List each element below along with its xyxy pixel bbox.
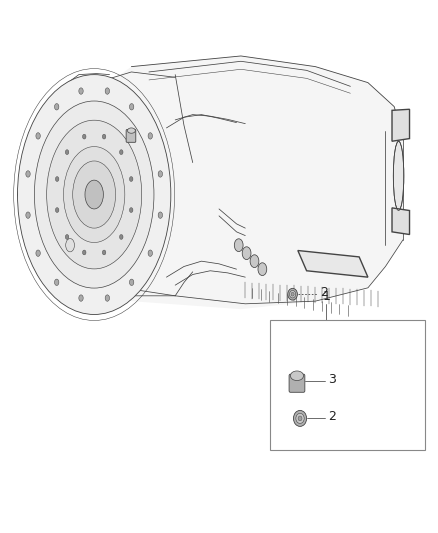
Ellipse shape [130, 176, 133, 181]
Ellipse shape [148, 250, 152, 256]
FancyBboxPatch shape [289, 374, 305, 392]
Ellipse shape [130, 208, 133, 213]
Ellipse shape [65, 235, 69, 239]
Ellipse shape [130, 103, 134, 110]
Bar [270, 320, 425, 450]
Text: 1: 1 [322, 290, 330, 303]
Text: 3: 3 [102, 128, 110, 141]
Ellipse shape [234, 239, 243, 252]
Polygon shape [392, 208, 410, 235]
Ellipse shape [26, 171, 30, 177]
Ellipse shape [158, 212, 162, 219]
Polygon shape [392, 109, 410, 141]
Ellipse shape [73, 161, 116, 228]
Ellipse shape [64, 147, 125, 243]
Ellipse shape [120, 150, 123, 155]
FancyBboxPatch shape [126, 130, 136, 142]
Ellipse shape [290, 290, 296, 298]
Ellipse shape [79, 88, 83, 94]
Ellipse shape [298, 416, 302, 421]
Ellipse shape [18, 75, 171, 314]
Ellipse shape [102, 134, 106, 139]
Ellipse shape [54, 103, 59, 110]
Ellipse shape [105, 295, 110, 301]
Ellipse shape [36, 250, 40, 256]
Ellipse shape [54, 279, 59, 286]
Polygon shape [44, 56, 403, 309]
Ellipse shape [158, 171, 162, 177]
Ellipse shape [291, 292, 294, 296]
Ellipse shape [130, 279, 134, 286]
Ellipse shape [82, 134, 86, 139]
Ellipse shape [35, 101, 154, 288]
Ellipse shape [296, 414, 304, 423]
Ellipse shape [85, 180, 103, 209]
Ellipse shape [55, 208, 59, 213]
Ellipse shape [288, 288, 297, 300]
Ellipse shape [242, 247, 251, 260]
Ellipse shape [105, 88, 110, 94]
Ellipse shape [36, 133, 40, 139]
Ellipse shape [290, 371, 304, 381]
Text: 2: 2 [320, 286, 328, 299]
Ellipse shape [102, 250, 106, 255]
Text: 3: 3 [328, 373, 336, 386]
Ellipse shape [293, 410, 307, 426]
Ellipse shape [26, 212, 30, 219]
Ellipse shape [127, 128, 135, 133]
Ellipse shape [79, 295, 83, 301]
Ellipse shape [82, 250, 86, 255]
Text: 2: 2 [328, 410, 336, 423]
Ellipse shape [47, 120, 141, 269]
Polygon shape [298, 251, 368, 277]
Ellipse shape [258, 263, 267, 276]
Ellipse shape [65, 150, 69, 155]
Ellipse shape [120, 235, 123, 239]
Ellipse shape [250, 255, 259, 268]
Ellipse shape [66, 239, 74, 252]
Ellipse shape [148, 133, 152, 139]
Ellipse shape [393, 141, 404, 211]
Ellipse shape [55, 176, 59, 181]
